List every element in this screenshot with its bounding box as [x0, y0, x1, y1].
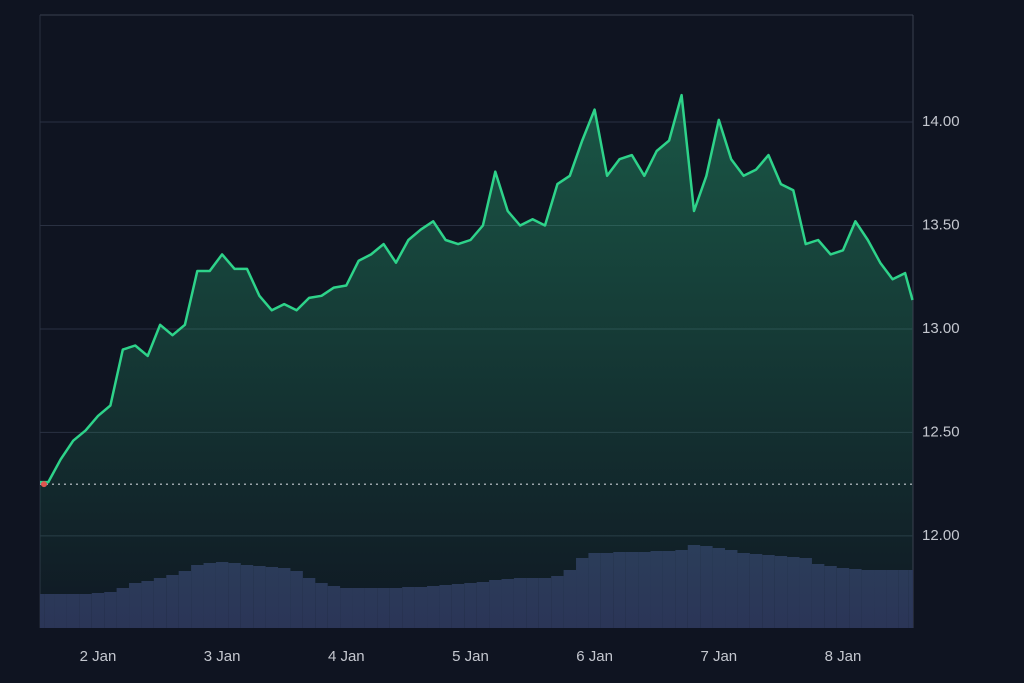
y-tick-label: 13.00 [922, 320, 960, 337]
x-tick-label: 7 Jan [700, 648, 737, 665]
x-tick-label: 5 Jan [452, 648, 489, 665]
price-line [40, 93, 914, 484]
x-tick-label: 6 Jan [576, 648, 613, 665]
price-area [40, 95, 913, 629]
x-tick-label: 3 Jan [204, 648, 241, 665]
y-tick-label: 13.50 [922, 216, 960, 233]
x-tick-label: 2 Jan [80, 648, 117, 665]
y-tick-label: 14.00 [922, 113, 960, 130]
y-tick-label: 12.50 [922, 423, 960, 440]
x-tick-label: 4 Jan [328, 648, 365, 665]
x-tick-label: 8 Jan [825, 648, 862, 665]
start-point [41, 481, 47, 488]
y-tick-label: 12.00 [922, 527, 960, 544]
